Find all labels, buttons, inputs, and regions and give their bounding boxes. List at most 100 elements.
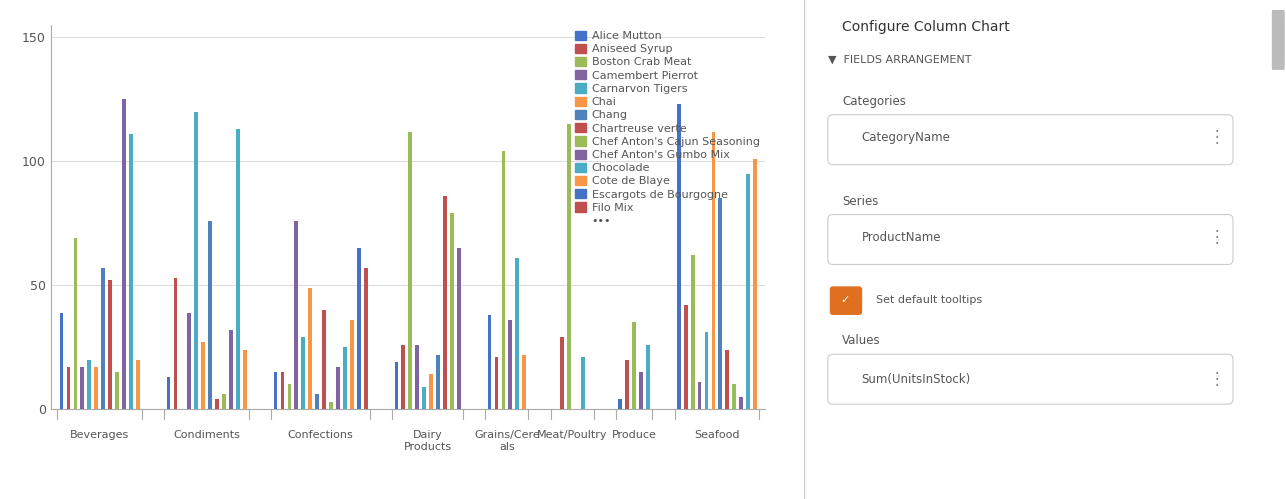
Bar	[229, 330, 233, 409]
Bar	[202, 342, 206, 409]
Text: Confections: Confections	[288, 430, 354, 440]
Bar	[450, 214, 454, 409]
Bar	[676, 104, 680, 409]
Bar	[237, 129, 239, 409]
Bar	[619, 399, 622, 409]
Bar	[194, 112, 198, 409]
Bar	[102, 268, 105, 409]
Bar	[329, 402, 333, 409]
Bar	[350, 320, 354, 409]
Bar	[243, 350, 247, 409]
Text: Configure Column Chart: Configure Column Chart	[842, 20, 1010, 34]
Bar	[495, 357, 499, 409]
Text: Seafood: Seafood	[694, 430, 739, 440]
Bar	[719, 199, 723, 409]
Text: Values: Values	[842, 334, 881, 347]
Bar	[581, 357, 585, 409]
Bar	[129, 134, 132, 409]
Text: ⋮: ⋮	[1209, 128, 1226, 146]
Bar	[502, 151, 505, 409]
Bar	[167, 377, 171, 409]
Bar	[323, 310, 325, 409]
Bar	[415, 345, 419, 409]
Bar	[336, 367, 340, 409]
Bar	[711, 132, 715, 409]
Bar	[436, 355, 440, 409]
Text: ✓: ✓	[840, 295, 850, 305]
Bar	[522, 355, 526, 409]
Bar	[401, 345, 405, 409]
Bar	[59, 312, 63, 409]
Bar	[487, 315, 491, 409]
Bar	[343, 347, 347, 409]
Text: Set default tooltips: Set default tooltips	[876, 295, 983, 305]
Text: ProductName: ProductName	[862, 231, 941, 244]
Bar	[732, 384, 736, 409]
Bar	[698, 382, 701, 409]
Text: ⋮: ⋮	[1209, 370, 1226, 388]
Legend: Alice Mutton, Aniseed Syrup, Boston Crab Meat, Camembert Pierrot, Carnarvon Tige: Alice Mutton, Aniseed Syrup, Boston Crab…	[575, 30, 760, 226]
Text: Categories: Categories	[842, 95, 907, 108]
Text: Produce: Produce	[612, 430, 657, 440]
Bar	[274, 372, 278, 409]
Text: ⋮: ⋮	[1209, 228, 1226, 246]
Bar	[174, 278, 177, 409]
Bar	[559, 337, 563, 409]
FancyBboxPatch shape	[828, 115, 1233, 165]
Bar	[516, 258, 520, 409]
Bar	[315, 394, 319, 409]
Bar	[430, 374, 433, 409]
Bar	[288, 384, 292, 409]
Bar	[625, 360, 629, 409]
Bar	[122, 99, 126, 409]
Bar	[457, 248, 460, 409]
Bar	[81, 367, 85, 409]
Bar	[309, 288, 312, 409]
Text: Series: Series	[842, 195, 878, 208]
Text: Beverages: Beverages	[69, 430, 130, 440]
Bar	[301, 337, 305, 409]
Bar	[508, 320, 512, 409]
Bar	[356, 248, 360, 409]
Bar	[754, 159, 757, 409]
Bar	[395, 362, 399, 409]
Bar	[215, 399, 219, 409]
Bar	[222, 394, 226, 409]
Bar	[684, 305, 688, 409]
Bar	[208, 221, 212, 409]
Bar	[567, 124, 571, 409]
Bar	[294, 221, 298, 409]
Bar	[422, 387, 426, 409]
Bar	[633, 322, 637, 409]
Bar	[116, 372, 118, 409]
Text: Condiments: Condiments	[174, 430, 240, 440]
Bar	[87, 360, 91, 409]
Text: Meat/Poultry: Meat/Poultry	[538, 430, 607, 440]
Bar	[739, 397, 743, 409]
FancyBboxPatch shape	[828, 354, 1233, 404]
FancyBboxPatch shape	[828, 215, 1233, 264]
Bar	[94, 367, 98, 409]
Text: Sum(UnitsInStock): Sum(UnitsInStock)	[862, 373, 971, 386]
Bar	[691, 255, 694, 409]
FancyBboxPatch shape	[831, 287, 862, 314]
Bar	[444, 196, 446, 409]
Text: Dairy
Products: Dairy Products	[404, 430, 451, 452]
Text: ▼  FIELDS ARRANGEMENT: ▼ FIELDS ARRANGEMENT	[828, 55, 971, 65]
Bar	[73, 238, 77, 409]
Bar	[746, 174, 750, 409]
Bar	[639, 372, 643, 409]
Bar	[108, 280, 112, 409]
Bar	[280, 372, 284, 409]
Bar	[725, 350, 729, 409]
Bar	[67, 367, 71, 409]
Text: CategoryName: CategoryName	[862, 131, 950, 144]
FancyBboxPatch shape	[1272, 10, 1285, 70]
Bar	[409, 132, 413, 409]
Bar	[188, 312, 192, 409]
Bar	[136, 360, 140, 409]
Bar	[646, 345, 649, 409]
Bar	[364, 268, 368, 409]
Bar	[705, 332, 709, 409]
Text: Grains/Cere
als: Grains/Cere als	[475, 430, 540, 452]
